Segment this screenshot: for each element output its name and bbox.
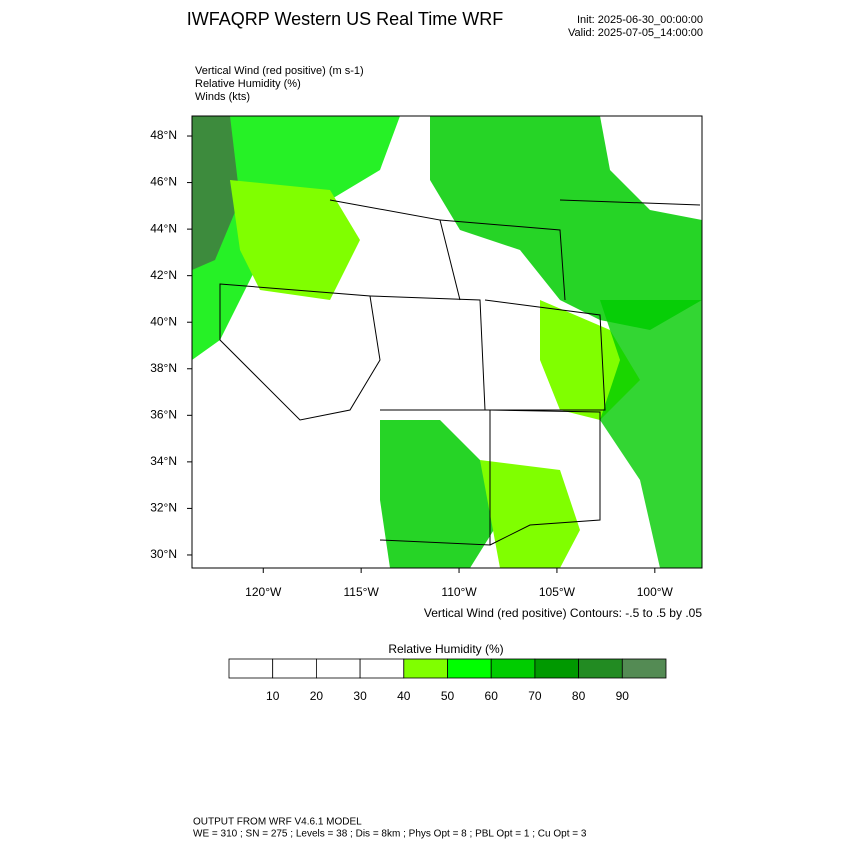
- colorbar-box: [228, 658, 274, 679]
- contour-note: Vertical Wind (red positive) Contours: -…: [424, 606, 702, 620]
- field-label: Winds (kts): [195, 91, 250, 103]
- init-time: Init: 2025-06-30_00:00:00: [577, 14, 703, 26]
- colorbar-box: [315, 658, 361, 679]
- lon-label: 105°W: [539, 585, 576, 599]
- colorbar-label: 20: [310, 689, 324, 703]
- colorbar-box: [490, 658, 536, 679]
- colorbar-label: 90: [616, 689, 630, 703]
- lon-label: 110°W: [441, 585, 477, 599]
- valid-time: Valid: 2025-07-05_14:00:00: [568, 27, 703, 39]
- colorbar-label: 40: [397, 689, 411, 703]
- colorbar-box: [359, 658, 405, 679]
- colorbar-box: [578, 658, 623, 679]
- colorbar-label: 30: [353, 689, 367, 703]
- colorbar-box: [534, 658, 580, 679]
- lat-label: 46°N: [150, 175, 177, 189]
- map-field: [191, 115, 703, 569]
- colorbar-box: [447, 658, 492, 679]
- colorbar-label: 80: [572, 689, 586, 703]
- lon-label: 115°W: [344, 585, 380, 599]
- footer-line: WE = 310 ; SN = 275 ; Levels = 38 ; Dis …: [193, 829, 587, 840]
- field-label: Vertical Wind (red positive) (m s-1): [195, 65, 364, 77]
- lon-label: 120°W: [245, 585, 282, 599]
- lat-label: 32°N: [150, 501, 177, 515]
- lat-label: 40°N: [150, 314, 177, 328]
- colorbar-label: 50: [441, 689, 455, 703]
- footer-line: OUTPUT FROM WRF V4.6.1 MODEL: [193, 817, 362, 828]
- lat-label: 42°N: [150, 268, 177, 282]
- title: IWFAQRP Western US Real Time WRF: [187, 9, 503, 29]
- colorbar-label: 10: [266, 689, 280, 703]
- lat-label: 30°N: [150, 547, 177, 561]
- colorbar-box: [272, 658, 317, 679]
- lat-label: 38°N: [150, 361, 177, 375]
- colorbar-box: [403, 658, 448, 679]
- colorbar-title: Relative Humidity (%): [388, 642, 503, 656]
- field-label: Relative Humidity (%): [195, 78, 301, 90]
- colorbar-label: 60: [485, 689, 499, 703]
- lat-label: 36°N: [150, 407, 177, 421]
- colorbar-box: [621, 658, 667, 679]
- lat-label: 48°N: [150, 128, 177, 142]
- lon-label: 100°W: [637, 585, 674, 599]
- lat-label: 44°N: [150, 221, 177, 235]
- colorbar-label: 70: [528, 689, 542, 703]
- lat-label: 34°N: [150, 454, 177, 468]
